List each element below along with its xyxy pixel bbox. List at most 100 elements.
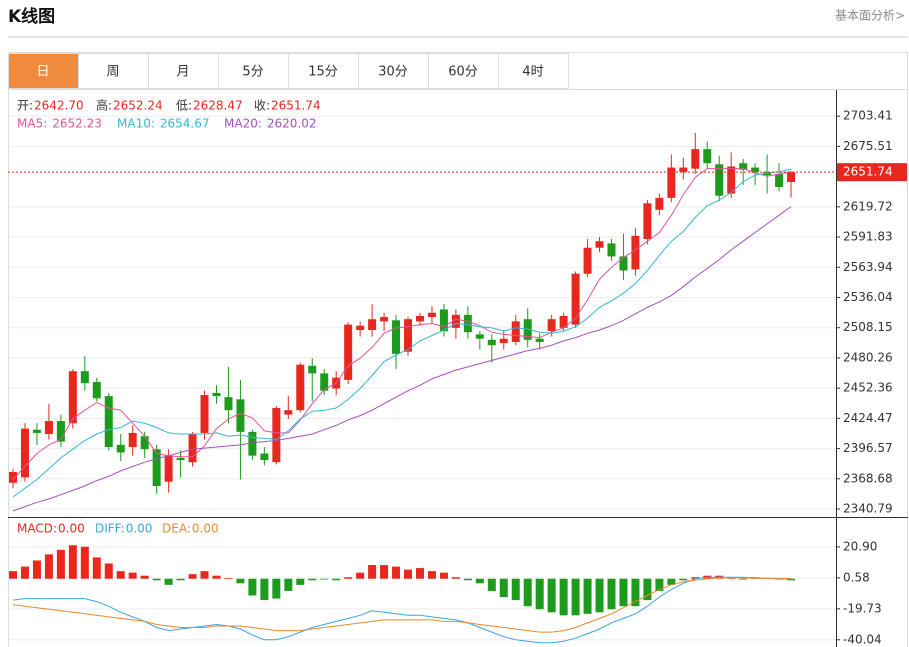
y-tick-label: 20.90 [843, 539, 877, 553]
legend-value: 0.00 [58, 522, 85, 536]
macd-bar [691, 577, 700, 579]
candle-body [152, 449, 161, 487]
candle-body [308, 365, 317, 374]
page-title: K线图 [8, 6, 55, 27]
y-tick-label: 2368.68 [843, 471, 893, 485]
tab[interactable] [148, 53, 219, 89]
candle-body [176, 457, 185, 461]
macd-bar [463, 578, 472, 581]
y-tick-label: 2480.26 [843, 350, 893, 364]
candle-body [439, 309, 448, 332]
candle-body [559, 315, 568, 328]
candle-body [643, 203, 652, 240]
tab-label[interactable]: 月 [176, 65, 189, 80]
ma-line [12, 168, 792, 498]
legend-name: MA20: [224, 117, 262, 131]
tab-label[interactable]: 4时 [522, 65, 543, 80]
candle-body [499, 338, 508, 344]
candle-body [80, 371, 89, 384]
macd-bar [20, 566, 29, 579]
candle-body [667, 167, 676, 198]
candle-body [356, 325, 365, 331]
macd-bar [44, 554, 53, 579]
tab[interactable] [218, 53, 289, 89]
info-name: 高: [96, 98, 112, 113]
macd-bar [583, 578, 592, 614]
macd-bar [68, 545, 77, 579]
y-tick-label: 2424.47 [843, 411, 893, 425]
candle-body [224, 397, 233, 411]
y-tick-label: 2619.72 [843, 199, 893, 213]
candle-body [368, 319, 377, 331]
candle-body [595, 241, 604, 248]
candle-body [140, 436, 149, 450]
macd-bar [559, 578, 568, 616]
candle-body [260, 453, 269, 461]
macd-bar [92, 557, 101, 579]
candle-body [380, 317, 389, 322]
candle-body [727, 166, 736, 194]
ma-line [12, 206, 792, 512]
macd-bar [248, 578, 257, 596]
candle-body [44, 421, 53, 435]
y-tick-label: 2508.15 [843, 320, 893, 334]
info-name: 低: [176, 99, 192, 113]
legend-name: MACD: [17, 522, 57, 536]
tab-label[interactable]: 周 [106, 65, 119, 80]
candle-body [236, 399, 245, 432]
y-tick-label: -19.73 [843, 601, 882, 615]
analysis-link[interactable]: 基本面分析> [835, 9, 905, 23]
legend-name: DEA: [162, 522, 191, 536]
candle-body [619, 256, 628, 271]
tab[interactable] [78, 53, 149, 89]
candle-body [763, 171, 772, 176]
macd-bar [404, 569, 413, 579]
tab-label[interactable]: 日 [36, 65, 49, 80]
macd-bar [236, 578, 245, 584]
tab[interactable] [358, 53, 429, 89]
macd-bar [260, 578, 269, 601]
macd-bar [499, 578, 508, 598]
y-tick-label: 2675.51 [843, 139, 893, 153]
tab[interactable] [8, 53, 79, 89]
candle-body [404, 319, 413, 352]
macd-bar [9, 571, 17, 579]
legend-name: MA10: [117, 117, 155, 131]
macd-bar [643, 578, 652, 601]
candle-body [583, 247, 592, 274]
macd-bar [739, 578, 748, 580]
macd-bar [140, 575, 149, 579]
macd-bar [439, 572, 448, 579]
macd-line [12, 577, 792, 633]
macd-bar [487, 578, 496, 591]
candle-body [392, 320, 401, 354]
macd-bar [56, 549, 65, 579]
candle-body [427, 312, 436, 318]
tab-label[interactable]: 30分 [378, 65, 408, 80]
candle-body [679, 167, 688, 172]
macd-bar [451, 577, 460, 579]
tab-label[interactable]: 15分 [308, 65, 338, 80]
macd-bar [308, 578, 317, 581]
tab[interactable] [498, 53, 569, 89]
candle-body [739, 163, 748, 170]
y-tick-label: 2536.04 [843, 290, 893, 304]
macd-bar [176, 578, 185, 581]
info-value: 2652.24 [113, 99, 163, 113]
macd-line [12, 576, 792, 644]
info-value: 2628.47 [193, 99, 243, 113]
macd-bar [571, 578, 580, 616]
macd-bar [368, 565, 377, 579]
tab-label[interactable]: 60分 [448, 65, 478, 80]
macd-bar [535, 578, 544, 610]
candle-body [631, 235, 640, 270]
tab-label[interactable]: 5分 [242, 65, 263, 80]
macd-bar [679, 578, 688, 581]
candle-body [751, 167, 760, 172]
candle-body [571, 273, 580, 325]
y-tick-label: 2396.57 [843, 441, 893, 455]
candle-body [547, 319, 556, 332]
candle-body [32, 429, 41, 433]
macd-bar [607, 578, 616, 610]
